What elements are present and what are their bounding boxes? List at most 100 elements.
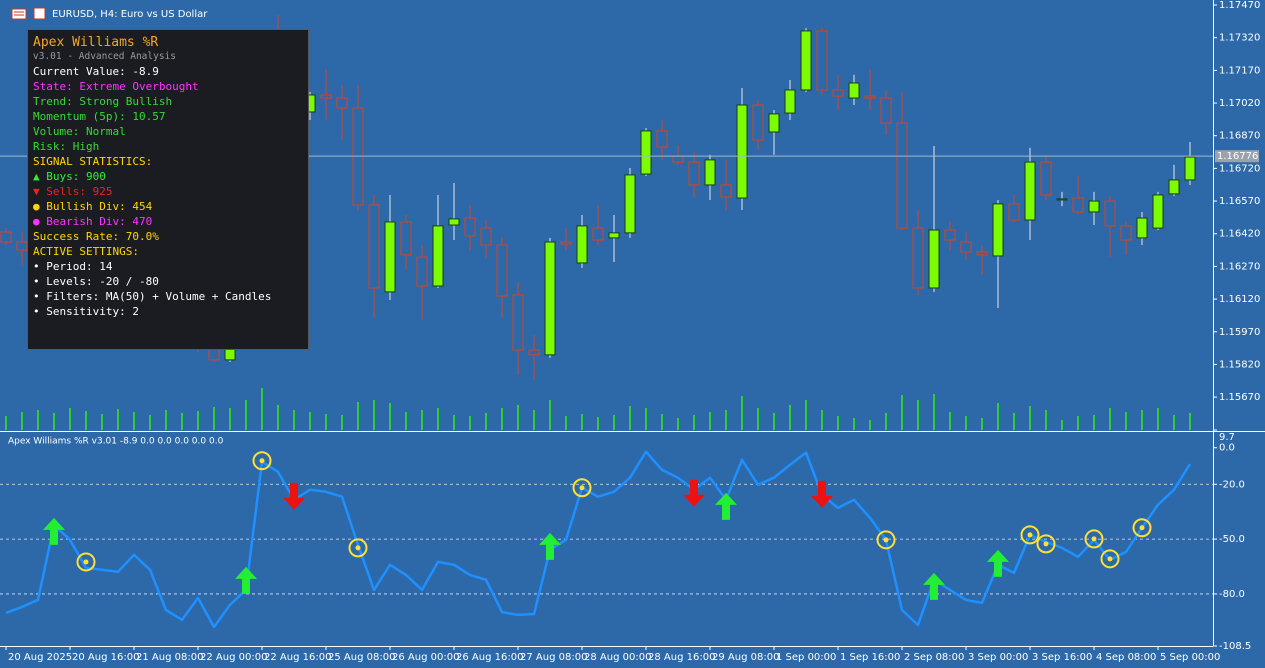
volume-bar (21, 412, 23, 430)
volume-bar (357, 402, 359, 430)
volume-bar (453, 415, 455, 430)
x-tick-label: 3 Sep 00:00 (968, 652, 1028, 663)
volume-bar (501, 408, 503, 430)
panel-line: ● Bearish Div: 470 (33, 215, 153, 228)
panel-line: • Period: 14 (33, 260, 113, 273)
divergence-dot (83, 559, 89, 565)
y-tick-label: 1.15820 (1219, 359, 1260, 370)
y-tick-label: -80.0 (1219, 589, 1245, 600)
volume-bar (869, 420, 871, 430)
candle-body (640, 130, 652, 175)
y-tick-label: 9.7 (1219, 432, 1235, 443)
volume-bar (597, 417, 599, 430)
volume-bar (133, 412, 135, 430)
buy-arrow (235, 566, 257, 594)
divergence-marker (348, 538, 368, 558)
volume-bar (549, 400, 551, 430)
x-tick-label: 3 Sep 16:00 (1032, 652, 1092, 663)
volume-bar (933, 394, 935, 430)
volume-bar (981, 418, 983, 430)
volume-bar (917, 400, 919, 430)
panel-line: Trend: Strong Bullish (33, 95, 173, 108)
wpr-line (5, 450, 1192, 629)
buy-arrow (923, 572, 945, 600)
candle-body (864, 95, 876, 99)
volume-bar (405, 412, 407, 430)
candle-body (832, 89, 844, 97)
panel-subtitle: v3.01 - Advanced Analysis (33, 51, 176, 62)
volume-bar (741, 396, 743, 430)
candle-body (944, 229, 956, 241)
volume-bar (1189, 413, 1191, 430)
volume-bar (341, 415, 343, 430)
divergence-marker (572, 478, 592, 498)
volume-bar (517, 405, 519, 430)
candle-body (608, 232, 620, 239)
x-tick-label: 22 Aug 00:00 (200, 652, 267, 663)
panel-line: • Levels: -20 / -80 (33, 275, 159, 288)
volume-bar (389, 403, 391, 430)
candle-body (544, 241, 556, 356)
volume-bar (661, 414, 663, 430)
candle-body (528, 349, 540, 356)
volume-bar (1109, 408, 1111, 430)
candle-body (752, 104, 764, 141)
volume-bar (997, 403, 999, 430)
volume-bar (101, 414, 103, 430)
candle-body (368, 204, 380, 289)
divergence-dot (883, 537, 889, 543)
candle-body (1184, 156, 1196, 181)
info-panel: Apex Williams %R v3.01 - Advanced Analys… (27, 29, 309, 350)
divergence-ring (1132, 518, 1152, 538)
volume-bar (965, 416, 967, 430)
candle-body (432, 225, 444, 287)
y-tick-label: 1.17320 (1219, 33, 1260, 44)
x-tick-label: 5 Sep 00:00 (1160, 652, 1220, 663)
volume-bar (37, 410, 39, 430)
volume-bar (709, 412, 711, 430)
candle-body (1136, 217, 1148, 239)
candle-body (1120, 225, 1132, 241)
candle-body (464, 217, 476, 237)
divergence-ring (252, 451, 272, 471)
volume-bar (485, 413, 487, 430)
candle-body (624, 174, 636, 234)
sell-arrow (283, 482, 305, 510)
candle-body (784, 89, 796, 114)
volume-bar (885, 413, 887, 430)
window-icon (11, 7, 46, 20)
volume-bar (1125, 412, 1127, 430)
candle-body (576, 225, 588, 264)
divergence-ring (1100, 549, 1120, 569)
divergence-ring (876, 530, 896, 550)
panel-line: Current Value: -8.9 (33, 65, 159, 78)
candle-body (480, 227, 492, 246)
volume-bar (757, 408, 759, 430)
buy-arrow (715, 492, 737, 520)
volume-bar (645, 408, 647, 430)
candle-body (672, 155, 684, 163)
volume-bar (565, 416, 567, 430)
x-tick-label: 29 Aug 08:00 (712, 652, 779, 663)
volume-bar (469, 416, 471, 430)
panel-line: ACTIVE SETTINGS: (33, 245, 139, 258)
divergence-marker (1020, 525, 1040, 545)
divergence-dot (355, 545, 361, 551)
candle-body (592, 227, 604, 241)
y-tick-label: -50.0 (1219, 534, 1245, 545)
candle-body (656, 130, 668, 148)
current-price-label: 1.16776 (1217, 151, 1258, 162)
candle-body (512, 294, 524, 351)
divergence-ring (1084, 529, 1104, 549)
volume-bar (325, 414, 327, 430)
volume-bar (421, 410, 423, 430)
candle-body (1072, 197, 1084, 213)
divergence-ring (348, 538, 368, 558)
divergence-marker (1084, 529, 1104, 549)
candle-body (688, 161, 700, 186)
volume-bar (533, 410, 535, 430)
volume-bar (1173, 415, 1175, 430)
volume-bar (613, 415, 615, 430)
volume-bar (261, 388, 263, 430)
